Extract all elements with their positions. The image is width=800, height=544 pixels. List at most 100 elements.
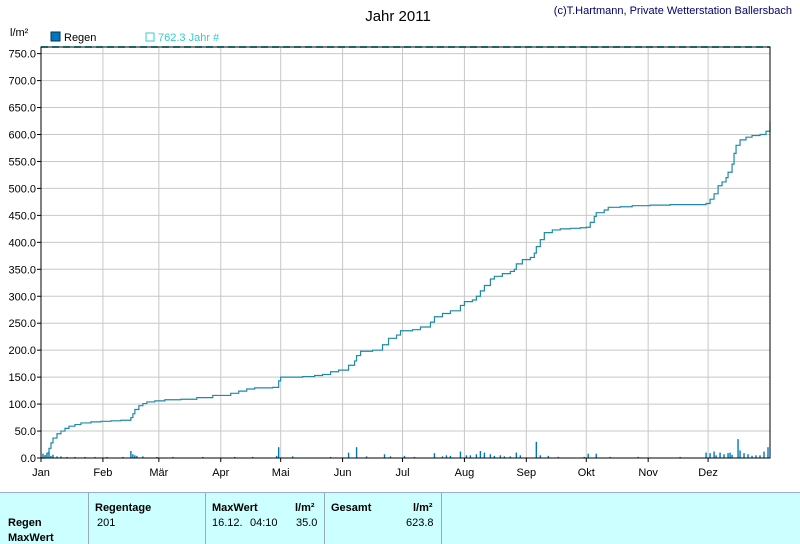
rain-bar [475,454,478,458]
rain-bar [389,456,392,458]
rain-bar [731,454,733,458]
rain-bar [469,455,472,458]
rain-bar [449,455,452,458]
rain-bar [709,453,711,458]
rain-bar [365,456,368,458]
rain-bar [723,454,725,458]
rain-bar [493,455,496,458]
rain-bar [489,454,492,458]
y-tick-label: 500.0 [8,183,36,195]
y-tick-label: 150.0 [8,372,36,384]
rain-bar [499,455,502,458]
legend-label-jahr: 762.3 Jahr # [158,32,220,44]
rain-bar [509,456,512,458]
rain-bar [172,456,174,458]
x-tick-label: Aug [455,467,475,479]
rain-bar [142,456,144,458]
legend-label-regen: Regen [64,32,96,44]
rain-bar [755,455,757,458]
rain-bar [583,456,585,458]
rain-bar [587,453,589,458]
y-tick-label: 300.0 [8,291,36,303]
maxwert-unit: l/m² [295,502,315,514]
legend: Regen 762.3 Jahr # [50,31,220,44]
plot-frame [40,46,771,459]
rain-bar [715,455,717,458]
summary-panel: Regen MaxWert Regentage 201 MaxWert l/m²… [0,492,800,544]
y-tick-label: 450.0 [8,210,36,222]
rain-bar [60,456,62,458]
rain-bar [557,456,559,458]
y-tick-label: 600.0 [8,130,36,142]
rain-bar [329,456,332,458]
rain-bar [136,455,138,458]
rain-bar [202,456,204,458]
y-tick-label: 200.0 [8,345,36,357]
rain-bar [739,450,741,458]
maxwert-time: 04:10 [250,517,278,529]
rain-bar [156,456,158,458]
rain-bar [503,456,506,458]
y-tick-label: 400.0 [8,237,36,249]
summary-divider [205,493,206,544]
rain-bar [705,452,707,458]
rain-bar [637,456,639,458]
rain-bar [609,456,611,458]
row-label-maxwert: MaxWert [8,532,54,544]
gesamt-unit: l/m² [413,502,433,514]
rain-bar [291,456,294,458]
rain-bar [763,451,765,458]
y-tick-label: 700.0 [8,76,36,88]
gesamt-header: Gesamt [331,502,372,514]
regentage-value: 201 [97,517,116,529]
maxwert-header: MaxWert [212,502,258,514]
y-tick-label: 250.0 [8,318,36,330]
row-label-regen: Regen [8,517,42,529]
y-tick-label: 650.0 [8,103,36,115]
y-tick-label: 0.0 [21,453,36,465]
series-lines [41,46,771,459]
rain-bar [595,453,597,458]
rain-bar [50,455,52,458]
rain-bar [719,452,721,458]
chart-credit: (c)T.Hartmann, Private Wetterstation Bal… [554,5,792,17]
rain-bar [48,451,50,458]
x-tick-label: Sep [517,467,537,479]
rain-bar [252,456,254,458]
maxwert-date: 16.12. [212,517,243,529]
rain-chart: Jahr 2011 (c)T.Hartmann, Private Wetters… [8,5,792,479]
rain-bar [539,455,542,458]
y-tick-label: 100.0 [8,399,36,411]
rain-bar [747,454,749,458]
y-axis-label: l/m² [10,27,29,39]
x-tick-label: Jun [334,467,352,479]
rain-bar [729,452,731,458]
x-tick-label: Apr [212,467,229,479]
x-tick-label: Feb [93,467,112,479]
x-tick-label: Nov [638,467,658,479]
rain-bar [132,454,134,458]
rain-bar [465,455,468,458]
rain-bar [355,447,358,458]
rain-bar [277,447,280,458]
rain-bar [767,447,769,458]
rain-bar [441,456,444,458]
x-tick-label: Jan [32,467,50,479]
rain-bar [433,453,436,458]
rain-bar [134,455,136,458]
rain-bar [743,453,745,458]
chart-title: Jahr 2011 [365,8,431,25]
gesamt-value: 623.8 [406,517,434,529]
y-tick-labels: 0.0 50.0 100.0 150.0 200.0 250.0 300.0 350.0 400… [8,49,41,465]
legend-swatch-regen [50,31,61,42]
rain-bar [759,455,761,458]
x-tick-label: Dez [698,467,718,479]
regentage-header: Regentage [95,502,152,514]
rain-bar [383,454,386,458]
summary-divider [88,493,89,544]
x-tick-labels: Jan Feb Mär Apr Mai Jun Jul Aug Sep Okt Nov Dez [32,458,718,479]
rain-bar [737,439,739,458]
rain-bar [679,456,681,458]
x-tick-label: Okt [578,467,595,479]
rain-bar [751,455,753,458]
